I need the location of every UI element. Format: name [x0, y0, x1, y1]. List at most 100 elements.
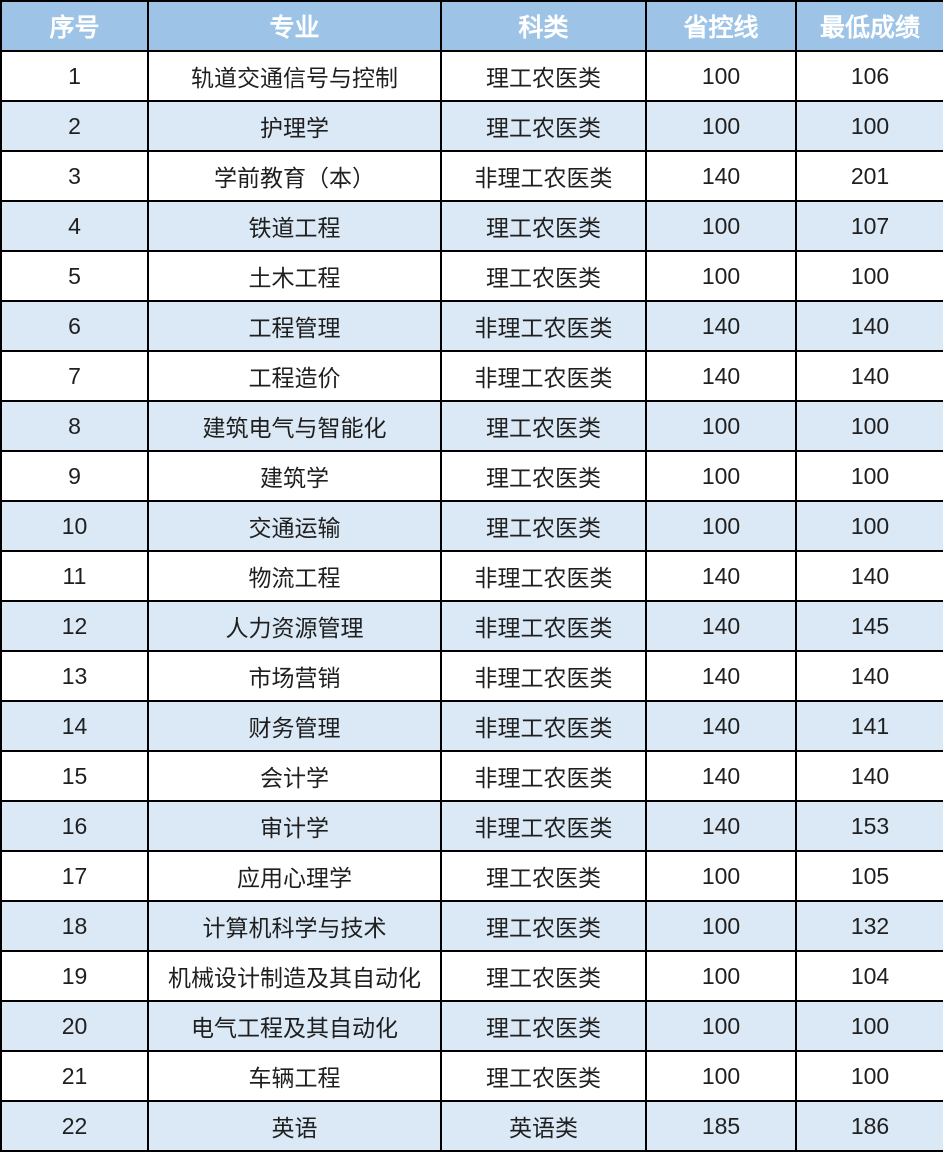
cell-major: 市场营销: [147, 650, 442, 702]
column-header-category: 科类: [440, 0, 647, 52]
cell-category: 理工农医类: [440, 500, 647, 552]
cell-no: 6: [0, 300, 149, 352]
cell-major: 审计学: [147, 800, 442, 852]
cell-no: 10: [0, 500, 149, 552]
cell-major: 工程造价: [147, 350, 442, 402]
table-row: 18 计算机科学与技术 理工农医类 100 132: [0, 900, 943, 952]
cell-control-line: 100: [645, 100, 797, 152]
table-row: 19 机械设计制造及其自动化 理工农医类 100 104: [0, 950, 943, 1002]
cell-no: 5: [0, 250, 149, 302]
cell-control-line: 100: [645, 950, 797, 1002]
cell-category: 理工农医类: [440, 1000, 647, 1052]
cell-category: 非理工农医类: [440, 650, 647, 702]
cell-control-line: 100: [645, 200, 797, 252]
cell-category: 非理工农医类: [440, 800, 647, 852]
table-row: 7 工程造价 非理工农医类 140 140: [0, 350, 943, 402]
cell-min-score: 186: [795, 1100, 943, 1152]
cell-major: 轨道交通信号与控制: [147, 50, 442, 102]
cell-min-score: 132: [795, 900, 943, 952]
cell-category: 英语类: [440, 1100, 647, 1152]
cell-no: 3: [0, 150, 149, 202]
cell-major: 护理学: [147, 100, 442, 152]
cell-min-score: 201: [795, 150, 943, 202]
cell-no: 4: [0, 200, 149, 252]
cell-no: 18: [0, 900, 149, 952]
cell-min-score: 100: [795, 100, 943, 152]
cell-major: 学前教育（本）: [147, 150, 442, 202]
cell-major: 应用心理学: [147, 850, 442, 902]
table-row: 15 会计学 非理工农医类 140 140: [0, 750, 943, 802]
cell-min-score: 140: [795, 300, 943, 352]
cell-control-line: 100: [645, 50, 797, 102]
cell-no: 11: [0, 550, 149, 602]
table-row: 17 应用心理学 理工农医类 100 105: [0, 850, 943, 902]
cell-min-score: 100: [795, 450, 943, 502]
cell-no: 22: [0, 1100, 149, 1152]
cell-min-score: 140: [795, 650, 943, 702]
cell-min-score: 100: [795, 1000, 943, 1052]
cell-control-line: 100: [645, 250, 797, 302]
cell-control-line: 100: [645, 500, 797, 552]
cell-no: 19: [0, 950, 149, 1002]
table-row: 3 学前教育（本） 非理工农医类 140 201: [0, 150, 943, 202]
cell-category: 非理工农医类: [440, 700, 647, 752]
cell-category: 非理工农医类: [440, 350, 647, 402]
cell-no: 1: [0, 50, 149, 102]
cell-control-line: 140: [645, 300, 797, 352]
cell-category: 理工农医类: [440, 100, 647, 152]
cell-major: 交通运输: [147, 500, 442, 552]
cell-min-score: 100: [795, 1050, 943, 1102]
cell-min-score: 141: [795, 700, 943, 752]
cell-no: 12: [0, 600, 149, 652]
cell-category: 理工农医类: [440, 1050, 647, 1102]
cell-no: 7: [0, 350, 149, 402]
cell-major: 铁道工程: [147, 200, 442, 252]
cell-major: 会计学: [147, 750, 442, 802]
cell-min-score: 106: [795, 50, 943, 102]
cell-major: 财务管理: [147, 700, 442, 752]
cell-major: 车辆工程: [147, 1050, 442, 1102]
column-header-major: 专业: [147, 0, 442, 52]
table-row: 14 财务管理 非理工农医类 140 141: [0, 700, 943, 752]
cell-min-score: 140: [795, 750, 943, 802]
table-row: 16 审计学 非理工农医类 140 153: [0, 800, 943, 852]
cell-min-score: 100: [795, 500, 943, 552]
table-row: 20 电气工程及其自动化 理工农医类 100 100: [0, 1000, 943, 1052]
cell-min-score: 100: [795, 400, 943, 452]
cell-no: 21: [0, 1050, 149, 1102]
cell-category: 非理工农医类: [440, 150, 647, 202]
cell-control-line: 140: [645, 800, 797, 852]
table-row: 4 铁道工程 理工农医类 100 107: [0, 200, 943, 252]
table-row: 5 土木工程 理工农医类 100 100: [0, 250, 943, 302]
cell-control-line: 140: [645, 700, 797, 752]
cell-no: 9: [0, 450, 149, 502]
cell-category: 理工农医类: [440, 250, 647, 302]
cell-no: 17: [0, 850, 149, 902]
cell-category: 非理工农医类: [440, 750, 647, 802]
cell-major: 计算机科学与技术: [147, 900, 442, 952]
cell-no: 8: [0, 400, 149, 452]
cell-category: 理工农医类: [440, 450, 647, 502]
table-row: 12 人力资源管理 非理工农医类 140 145: [0, 600, 943, 652]
cell-control-line: 100: [645, 450, 797, 502]
cell-major: 工程管理: [147, 300, 442, 352]
cell-min-score: 105: [795, 850, 943, 902]
cell-category: 非理工农医类: [440, 550, 647, 602]
cell-category: 理工农医类: [440, 850, 647, 902]
cell-control-line: 140: [645, 150, 797, 202]
cell-major: 建筑学: [147, 450, 442, 502]
cell-category: 理工农医类: [440, 50, 647, 102]
cell-major: 电气工程及其自动化: [147, 1000, 442, 1052]
cell-control-line: 100: [645, 850, 797, 902]
cell-min-score: 140: [795, 350, 943, 402]
cell-control-line: 100: [645, 400, 797, 452]
cell-control-line: 140: [645, 650, 797, 702]
cell-major: 英语: [147, 1100, 442, 1152]
cell-no: 13: [0, 650, 149, 702]
table-row: 9 建筑学 理工农医类 100 100: [0, 450, 943, 502]
cell-category: 理工农医类: [440, 200, 647, 252]
cell-control-line: 100: [645, 900, 797, 952]
cell-control-line: 185: [645, 1100, 797, 1152]
table-body: 1 轨道交通信号与控制 理工农医类 100 106 2 护理学 理工农医类 100 100 3 学前教…: [0, 50, 943, 1152]
